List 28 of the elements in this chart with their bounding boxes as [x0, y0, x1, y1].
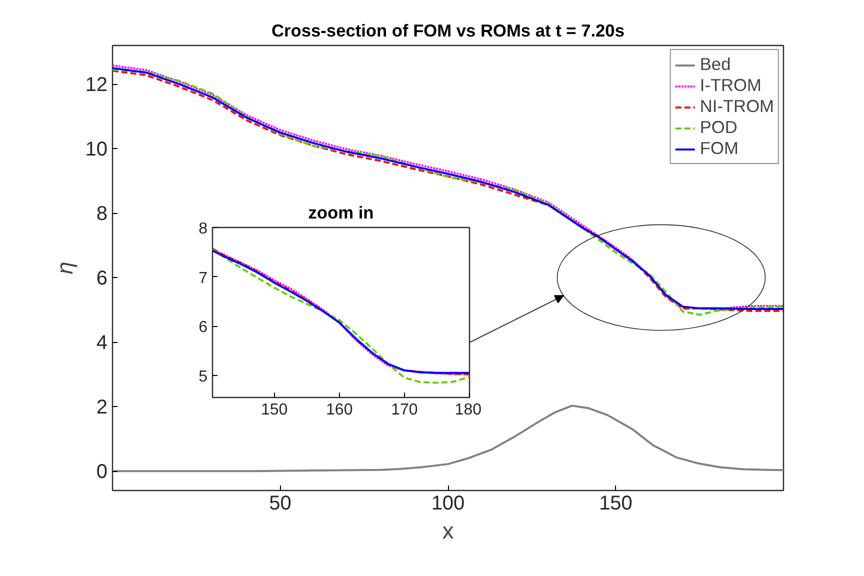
y-tick-label: 12	[85, 74, 108, 96]
x-tick-label: 170	[391, 402, 418, 418]
y-tick-label: 8	[198, 220, 208, 238]
y-tick-label: 5	[198, 368, 208, 386]
line-series	[112, 404, 784, 472]
legend-label: I-TROM	[700, 75, 762, 96]
y-tick-label: 0	[96, 461, 108, 484]
y-tick-label: 6	[198, 319, 208, 336]
legend-label: FOM	[700, 138, 738, 159]
y-tick-label: 7	[198, 270, 208, 287]
x-axis-title: x	[442, 518, 454, 544]
chart-title: zoom in	[308, 202, 374, 222]
x-tick-label: 100	[431, 492, 465, 514]
chart-title: Cross-section of FOM vs ROMs at t = 7.20s	[272, 20, 624, 40]
x-tick-label: 150	[599, 492, 632, 514]
x-tick-label: 50	[269, 492, 292, 514]
x-tick-label: 180	[454, 402, 482, 418]
legend-label: NI-TROM	[700, 96, 774, 117]
y-tick-label: 2	[96, 396, 108, 419]
legend-label: POD	[700, 117, 738, 138]
y-tick-label: 10	[85, 138, 108, 161]
y-tick-label: 6	[96, 268, 108, 290]
x-tick-label: 160	[326, 402, 353, 418]
legend-label: Bed	[700, 54, 731, 75]
y-axis-title: η	[51, 262, 78, 274]
x-tick-label: 150	[260, 402, 288, 418]
y-tick-label: 8	[96, 203, 108, 226]
y-tick-label: 4	[96, 332, 108, 354]
